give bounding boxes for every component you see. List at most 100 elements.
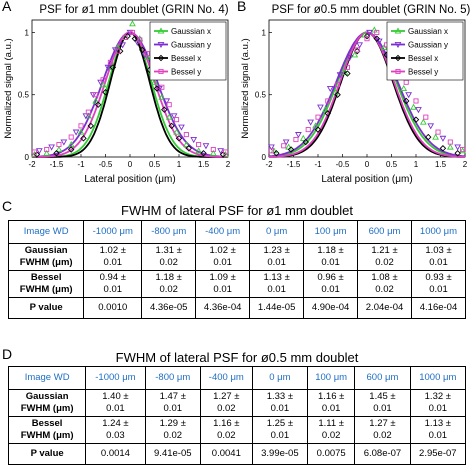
data-point xyxy=(295,132,302,139)
data-point xyxy=(67,146,75,153)
data-point xyxy=(35,148,43,155)
table-cell: 2.95e-07 xyxy=(409,443,467,465)
data-point xyxy=(423,114,429,120)
data-point xyxy=(293,137,299,143)
y-tick-label: 1 xyxy=(25,28,30,37)
psf-chart-1mm: PSF for ø1 mm doublet (GRIN No. 4) -2 -1.5… xyxy=(0,0,237,188)
table-cell: 1.18 ±0.02 xyxy=(141,270,197,298)
data-point xyxy=(107,59,113,65)
x-tick-label: 0.5 xyxy=(149,160,161,169)
data-point xyxy=(459,147,466,154)
table-cell: 0.0014 xyxy=(85,443,146,465)
data-point xyxy=(166,102,172,108)
data-point xyxy=(363,32,371,40)
data-point xyxy=(460,146,466,153)
data-point xyxy=(129,20,136,27)
data-point xyxy=(104,64,112,71)
data-point xyxy=(305,127,311,133)
data-point xyxy=(281,143,287,149)
data-point xyxy=(435,129,441,135)
table-header-row: Image WD -1000 μm -800 μm -400 μm 0 μm 100 μm… xyxy=(7,366,467,390)
table-cell: 3.99e-05 xyxy=(251,443,309,465)
column-header: 100 μm xyxy=(307,366,356,390)
data-point xyxy=(139,46,146,54)
data-point xyxy=(93,92,99,98)
data-point xyxy=(307,119,315,126)
row-label: P value xyxy=(7,297,85,319)
data-point xyxy=(299,134,307,141)
table-cell: 1.18 ±0.01 xyxy=(303,243,359,271)
legend-marker xyxy=(157,27,165,34)
table-cell: 1.25 ±0.01 xyxy=(251,416,309,444)
data-point xyxy=(302,138,309,146)
table-cell: 1.23 ±0.01 xyxy=(249,243,305,271)
fit-curve-bessel_y xyxy=(269,31,465,158)
panel-letter-c: C xyxy=(2,198,13,214)
table-cell: 1.11 ±0.02 xyxy=(307,416,356,444)
table-cell: 1.45 ±0.01 xyxy=(354,389,411,417)
data-point xyxy=(168,122,175,130)
table-row: P value 0.0010 4.36e-05 4.36e-04 1.44e-05 4.9… xyxy=(7,297,466,319)
data-point xyxy=(55,146,63,153)
legend-marker xyxy=(394,27,402,34)
table-row: Gaussian FWHM (μm) 1.02 ±0.01 1.31 ±0.02 1.0… xyxy=(7,243,466,271)
row-label: Gaussian FWHM (μm) xyxy=(7,389,87,417)
data-point xyxy=(314,126,322,133)
header-image-wd: Image WD xyxy=(7,220,85,244)
data-point xyxy=(432,133,439,140)
table-cell: 1.27 ±0.02 xyxy=(199,389,253,417)
table-cell: 4.90e-04 xyxy=(303,297,359,319)
table-cell: 1.13 ±0.01 xyxy=(409,416,467,444)
column-header: 0 μm xyxy=(249,220,305,244)
column-header: -400 μm xyxy=(195,220,251,244)
table-cell: 0.0075 xyxy=(307,443,356,465)
x-tick-label: -1 xyxy=(314,160,322,169)
data-point xyxy=(344,70,351,77)
legend-entry: Bessel x xyxy=(408,54,438,63)
legend-entry: Gaussian y xyxy=(171,41,211,50)
x-tick-label: 1 xyxy=(414,160,419,169)
data-point xyxy=(116,47,124,55)
table-cell: 0.93 ±0.01 xyxy=(411,270,466,298)
series-points-bessel_x xyxy=(33,32,227,158)
table-cell: 1.03 ±0.01 xyxy=(411,243,466,271)
data-point xyxy=(364,36,370,42)
x-tick-label: 1.5 xyxy=(198,160,210,169)
x-tick-label: -2 xyxy=(28,160,36,169)
panel-letter-a: A xyxy=(2,0,12,14)
column-header: -800 μm xyxy=(144,366,201,390)
table-cell: 1.24 ±0.03 xyxy=(85,416,146,444)
data-point xyxy=(80,135,87,142)
table-row: P value 0.0014 9.41e-05 0.0041 3.99e-05 0.007… xyxy=(7,443,467,465)
data-point xyxy=(48,144,55,151)
table-cell: 1.27 ±0.02 xyxy=(354,416,411,444)
table-cell: 2.04e-04 xyxy=(357,297,412,319)
data-point xyxy=(454,144,462,151)
panel-letter-b: B xyxy=(237,0,247,14)
x-tick-label: 1 xyxy=(177,160,182,169)
data-point xyxy=(210,146,216,153)
column-header: -1000 μm xyxy=(85,366,146,390)
data-point xyxy=(33,151,41,158)
data-point xyxy=(85,109,91,115)
x-tick-label: -0.5 xyxy=(99,160,113,169)
table-cell: 1.02 ±0.01 xyxy=(195,243,251,271)
y-tick-label: 0.5 xyxy=(18,91,30,100)
table-row: Gaussian FWHM (μm) 1.40 ±0.01 1.47 ±0.01 1.2… xyxy=(7,389,467,417)
legend-marker xyxy=(158,68,164,75)
data-point xyxy=(87,122,95,130)
data-point xyxy=(115,48,121,54)
data-point xyxy=(153,85,161,92)
legend-entry: Bessel x xyxy=(171,54,201,63)
data-point xyxy=(200,150,207,157)
data-point xyxy=(315,114,321,120)
data-point xyxy=(77,128,85,135)
data-point xyxy=(174,117,180,123)
y-tick-label: 0 xyxy=(262,153,267,162)
table-row: Bessel FWHM (μm) 0.94 ±0.01 1.18 ±0.02 1.09 … xyxy=(7,270,466,298)
column-header: 600 μm xyxy=(357,220,412,244)
data-point xyxy=(209,149,217,156)
data-point xyxy=(185,145,193,152)
psf-chart-05mm-svg: PSF for ø0.5 mm doublet (GRIN No. 5) -2 -1… xyxy=(240,4,471,185)
data-point xyxy=(427,123,435,130)
